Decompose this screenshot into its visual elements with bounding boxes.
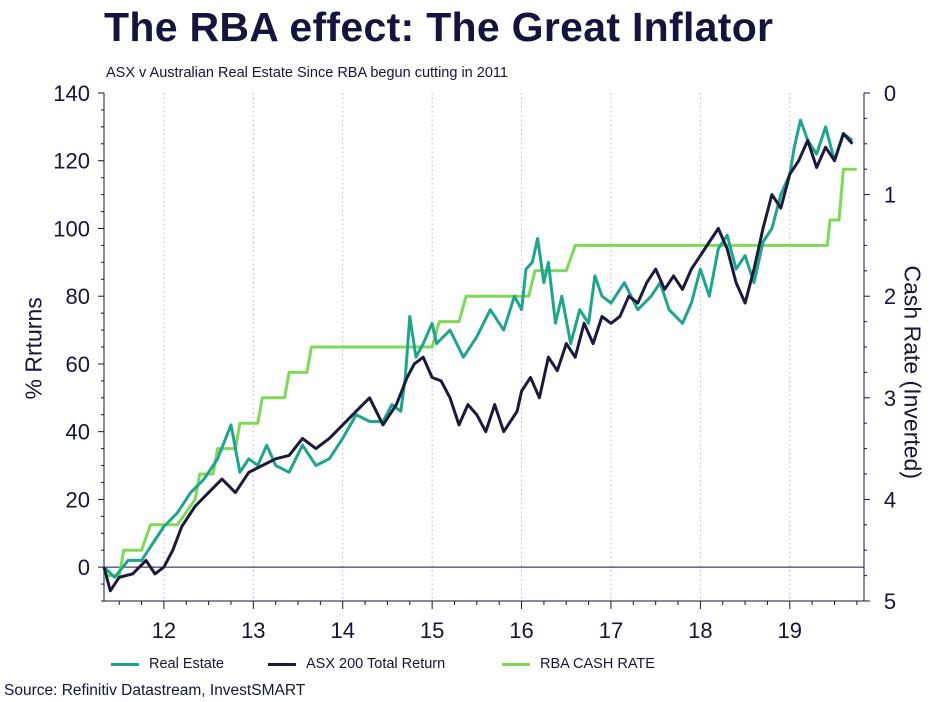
legend-item-asx200: ASX 200 Total Return	[268, 656, 445, 672]
x-tick-label: 19	[778, 618, 802, 643]
legend-swatch-asx200	[268, 662, 296, 666]
legend-label-real-estate: Real Estate	[149, 656, 224, 672]
y-right-tick-label: 4	[884, 487, 896, 512]
x-tick-label: 14	[330, 618, 354, 643]
series-line-real-estate	[102, 118, 854, 579]
x-tick-label: 15	[420, 618, 444, 643]
series-line-asx200	[102, 132, 854, 593]
series-line-rba-cash-rate	[104, 167, 857, 578]
legend: Real Estate ASX 200 Total Return RBA CAS…	[0, 656, 939, 678]
legend-item-rba-cash-rate: RBA CASH RATE	[502, 656, 655, 672]
grid-lines	[163, 93, 791, 601]
x-tick-label: 12	[152, 618, 176, 643]
y-tick-label: 60	[66, 352, 90, 377]
x-tick-label: 18	[688, 618, 712, 643]
y-tick-label: 140	[53, 81, 90, 106]
y-right-tick-label: 3	[884, 386, 896, 411]
axes	[98, 92, 870, 609]
y-right-tick-label: 0	[884, 81, 896, 106]
legend-label-rba-cash-rate: RBA CASH RATE	[540, 656, 655, 672]
x-tick-label: 13	[241, 618, 265, 643]
y-right-tick-label: 2	[884, 284, 896, 309]
y-tick-label: 120	[53, 149, 90, 174]
y-right-tick-label: 5	[884, 589, 896, 614]
legend-swatch-rba-cash-rate	[502, 662, 530, 666]
chart-subtitle: ASX v Australian Real Estate Since RBA b…	[106, 65, 508, 81]
y-tick-label: 80	[66, 284, 90, 309]
legend-swatch-real-estate	[111, 662, 139, 666]
x-tick-label: 16	[509, 618, 533, 643]
source-note: Source: Refinitiv Datastream, InvestSMAR…	[4, 682, 306, 699]
y-tick-label: 0	[78, 555, 90, 580]
y-tick-label: 40	[66, 420, 90, 445]
legend-label-asx200: ASX 200 Total Return	[306, 656, 446, 672]
chart-title: The RBA effect: The Great Inflator	[104, 4, 774, 50]
y-right-tick-label: 1	[884, 183, 896, 208]
y-tick-label: 100	[53, 216, 90, 241]
x-tick-label: 17	[599, 618, 623, 643]
y-tick-label: 20	[66, 487, 90, 512]
legend-item-real-estate: Real Estate	[111, 656, 224, 672]
series-lines	[102, 118, 857, 593]
